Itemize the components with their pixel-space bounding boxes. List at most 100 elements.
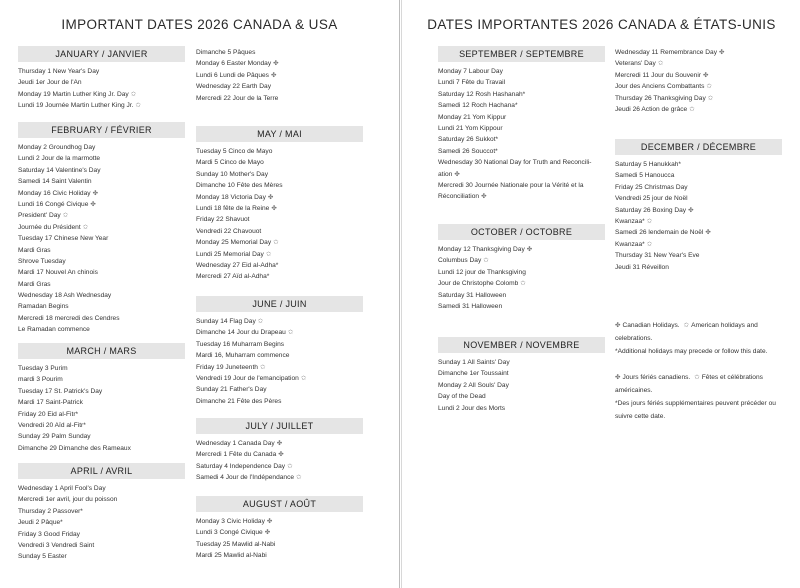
star-icon: ✩ bbox=[689, 105, 695, 113]
date-item: Saturday 4 Independence Day ✩ bbox=[196, 461, 363, 472]
date-item: Kwanzaa* ✩ bbox=[615, 239, 782, 250]
date-text: Friday 19 Juneteenth bbox=[196, 363, 258, 371]
date-text: Tuesday 3 Purim bbox=[18, 365, 68, 372]
date-text: Jour des Anciens Combattants bbox=[615, 83, 705, 91]
star-icon: ✩ bbox=[265, 250, 272, 258]
date-item: Vendredi 3 Vendredi Saint bbox=[18, 540, 185, 551]
date-text: Monday 25 Memorial Day bbox=[196, 239, 272, 247]
date-item: Monday 25 Memorial Day ✩ bbox=[196, 237, 363, 248]
maple-leaf-icon: ✤ bbox=[92, 189, 99, 197]
date-item: Lundi 18 fête de la Reine ✤ bbox=[196, 203, 363, 214]
legend-line: suivre cette date. bbox=[615, 410, 795, 423]
date-item: Tuesday 5 Cinco de Mayo bbox=[196, 146, 363, 157]
star-icon: ✩ bbox=[483, 257, 489, 265]
date-text: Vendredi 19 Jour de l'emancipation bbox=[196, 374, 299, 382]
month-header: JANUARY / JANVIER bbox=[18, 46, 185, 62]
date-text: Wednesday 27 Eid al-Adha* bbox=[196, 261, 279, 269]
date-text: Jeudi 2 Pâque* bbox=[18, 519, 63, 527]
date-item: Monday 2 All Souls' Day bbox=[438, 380, 605, 391]
legend: ✤ Canadian Holidays. ✩ American holidays an… bbox=[615, 319, 795, 423]
date-item: Jour des Anciens Combattants ✩ bbox=[615, 81, 782, 92]
star-icon: ✩ bbox=[520, 280, 526, 288]
date-item: Sunday 1 All Saints' Day bbox=[438, 357, 605, 368]
maple-leaf-icon: ✤ bbox=[264, 529, 271, 537]
column: Dimanche 5 Pâques Monday 6 Easter Monday ✤… bbox=[196, 0, 363, 588]
date-text: Lundi 18 fête de la Reine bbox=[196, 204, 270, 212]
month-header: AUGUST / AOÛT bbox=[196, 496, 363, 512]
date-item: Vendredi 20 Aïd al-Fitr* bbox=[18, 420, 185, 431]
legend-line: américaines. bbox=[615, 384, 795, 397]
date-text: Mercredi 22 Jour de la Terre bbox=[196, 94, 279, 102]
month-section: MARCH / MARS Tuesday 3 Purim mardi 3 Pouri… bbox=[18, 343, 185, 454]
date-text: Samedi 26 Souccot* bbox=[438, 147, 498, 155]
legend-text: *Additional holidays may precede or foll… bbox=[615, 348, 768, 355]
date-text: Sunday 10 Mother's Day bbox=[196, 170, 268, 178]
date-item: Tuesday 16 Muharram Begins bbox=[196, 339, 363, 350]
date-text: Mardi 25 Mawlid al-Nabi bbox=[196, 552, 267, 560]
month-section: FEBRUARY / FÉVRIER Monday 2 Groundhog Day… bbox=[18, 122, 185, 336]
star-icon: ✩ bbox=[646, 217, 653, 225]
star-icon: ✩ bbox=[300, 374, 307, 382]
maple-leaf-icon: ✤ bbox=[615, 374, 621, 381]
column: Wednesday 11 Remembrance Day ✤ Veterans' D… bbox=[615, 0, 782, 588]
date-text: Lundi 2 Jour de la marmotte bbox=[18, 155, 101, 163]
column: SEPTEMBER / SEPTEMBRE Monday 7 Labour Day… bbox=[438, 0, 605, 588]
legend-text: American holidays and bbox=[691, 322, 758, 329]
date-text: Mardi 5 Cinco de Mayo bbox=[196, 159, 264, 167]
star-icon: ✩ bbox=[130, 90, 137, 98]
date-item: Thursday 1 New Year's Day bbox=[18, 66, 185, 77]
date-item: Friday 20 Eid al-Fitr* bbox=[18, 409, 185, 420]
date-text: Friday 25 Christmas Day bbox=[615, 183, 688, 191]
date-item: Mardi 25 Mawlid al-Nabi bbox=[196, 550, 363, 561]
page-title: IMPORTANT DATES 2026 CANADA & USA bbox=[61, 17, 338, 32]
date-item: Thursday 2 Passover* bbox=[18, 506, 185, 517]
legend-text: Jours fériés canadiens. bbox=[622, 374, 691, 381]
date-item: Day of the Dead bbox=[438, 391, 605, 402]
date-text: Samedi 26 lendemain de Noël bbox=[615, 229, 704, 237]
date-text: Thursday 31 New Year's Eve bbox=[615, 252, 700, 260]
date-text: Sunday 14 Flag Day bbox=[196, 318, 256, 325]
maple-leaf-icon: ✤ bbox=[278, 451, 284, 459]
date-item: Mercredi 18 mercredi des Cendres bbox=[18, 313, 185, 324]
date-item: Jeudi 31 Réveillon bbox=[615, 262, 782, 273]
maple-leaf-icon: ✤ bbox=[705, 229, 711, 237]
date-item: Mercredi 30 Journée Nationale pour la Vé… bbox=[438, 180, 605, 191]
date-text: mardi 3 Pourim bbox=[18, 376, 63, 384]
date-text: Samedi 14 Saint Valentin bbox=[18, 178, 92, 186]
date-text: Saturday 14 Valentine's Day bbox=[18, 166, 101, 174]
date-item: Friday 22 Shavuot bbox=[196, 214, 363, 225]
date-item: Dimanche 21 Fête des Pères bbox=[196, 396, 363, 407]
maple-leaf-icon: ✤ bbox=[267, 193, 274, 201]
date-item: Monday 6 Easter Monday ✤ bbox=[196, 58, 363, 69]
date-text: Monday 6 Easter Monday bbox=[196, 60, 272, 68]
date-text: Mardi 17 Saint-Patrick bbox=[18, 399, 83, 407]
star-icon: ✩ bbox=[82, 223, 89, 231]
month-section: AUGUST / AOÛT Monday 3 Civic Holiday ✤ Lund… bbox=[196, 496, 363, 562]
month-section: NOVEMBER / NOVEMBRE Sunday 1 All Saints' … bbox=[438, 337, 605, 414]
date-text: Mercredi 11 Jour du Souvenir bbox=[615, 71, 702, 79]
date-item: Kwanzaa* ✩ bbox=[615, 216, 782, 227]
date-text: Wednesday 18 Ash Wednesday bbox=[18, 292, 112, 300]
date-item: Mardi 5 Cinco de Mayo bbox=[196, 157, 363, 168]
date-text: Jeudi 26 Action de grâce bbox=[615, 105, 688, 113]
date-item: Saturday 26 Sukkot* bbox=[438, 134, 605, 145]
date-text: Monday 7 Labour Day bbox=[438, 68, 503, 75]
legend-text: suivre cette date. bbox=[615, 413, 666, 420]
legend-line: ✤ Canadian Holidays. ✩ American holidays an… bbox=[615, 319, 795, 332]
date-text: Dimanche 1er Toussaint bbox=[438, 370, 509, 378]
date-text: Thursday 26 Thanksgiving Day bbox=[615, 94, 706, 102]
date-text: Dimanche 14 Jour du Drapeau bbox=[196, 329, 286, 337]
month-header: MARCH / MARS bbox=[18, 343, 185, 359]
left-page: IMPORTANT DATES 2026 CANADA & USA JANUAR… bbox=[18, 0, 400, 588]
maple-leaf-icon: ✤ bbox=[266, 518, 273, 525]
date-text: Tuesday 17 St. Patrick's Day bbox=[18, 387, 103, 395]
date-text: Tuesday 16 Muharram Begins bbox=[196, 340, 285, 348]
date-item: Samedi 5 Hanoucca bbox=[615, 170, 782, 181]
date-text: Wednesday 1 Canada Day bbox=[196, 440, 275, 447]
date-text: Réconciliation bbox=[438, 193, 480, 201]
date-item: Mardi 17 Nouvel An chinois bbox=[18, 267, 185, 278]
month-header: DECEMBER / DÉCEMBRE bbox=[615, 139, 782, 155]
column: JANUARY / JANVIER Thursday 1 New Year's D… bbox=[18, 0, 185, 588]
date-text: Dimanche 10 Fête des Mères bbox=[196, 182, 283, 190]
date-text: Lundi 6 Lundi de Pâques bbox=[196, 71, 269, 79]
